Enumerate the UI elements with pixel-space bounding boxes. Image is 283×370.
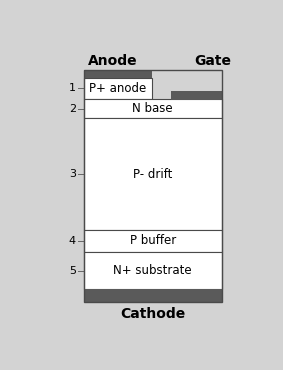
Text: P+ anode: P+ anode	[89, 82, 146, 95]
Bar	[171, 91, 222, 100]
Bar	[84, 118, 222, 229]
Bar	[84, 229, 222, 252]
Text: Anode: Anode	[88, 54, 138, 68]
Text: 1: 1	[69, 83, 76, 93]
Bar	[84, 98, 222, 118]
Bar	[84, 289, 222, 302]
Text: Cathode: Cathode	[120, 307, 185, 321]
Text: 2: 2	[69, 104, 76, 114]
Text: 3: 3	[69, 169, 76, 179]
Bar	[84, 70, 152, 78]
Text: P- drift: P- drift	[133, 168, 172, 181]
Bar	[84, 78, 152, 98]
Text: 5: 5	[69, 266, 76, 276]
Text: 4: 4	[69, 236, 76, 246]
Bar	[84, 252, 222, 289]
Text: N+ substrate: N+ substrate	[113, 265, 192, 278]
Text: P buffer: P buffer	[130, 235, 176, 248]
Text: N base: N base	[132, 102, 173, 115]
Text: Gate: Gate	[194, 54, 231, 68]
Bar	[84, 70, 222, 302]
